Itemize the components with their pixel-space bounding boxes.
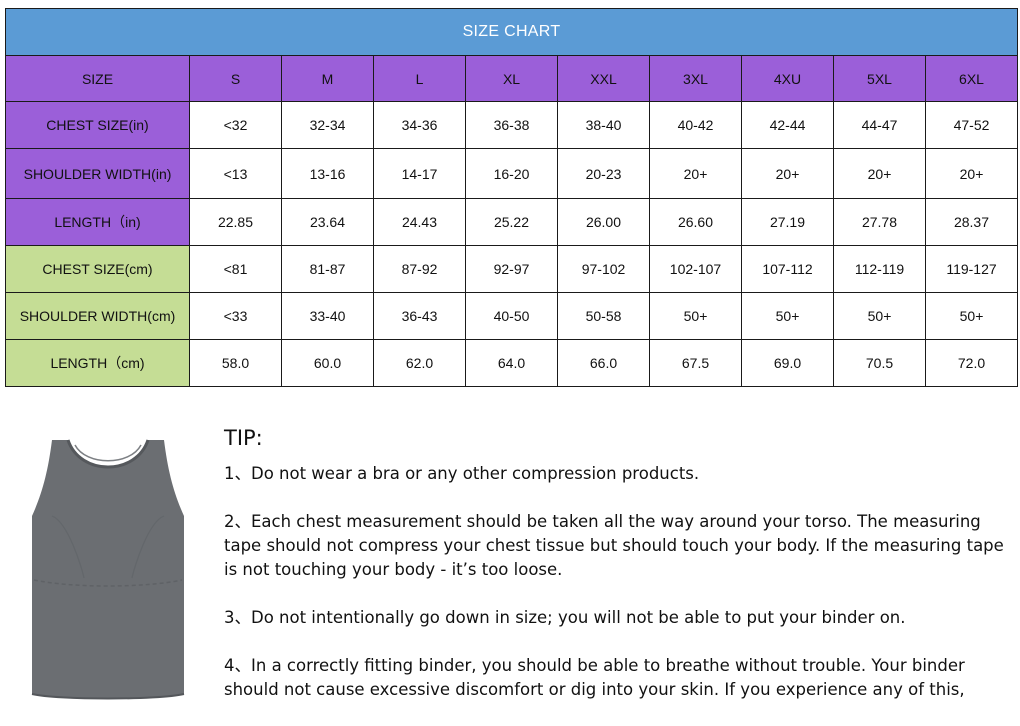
table-cell: 102-107 <box>649 245 742 293</box>
length-in-row: LENGTH（in) 22.85 23.64 24.43 25.22 26.00… <box>5 198 1018 246</box>
tip-item: 4、In a correctly fitting binder, you sho… <box>224 656 965 699</box>
size-header-cell: S <box>189 55 282 102</box>
table-cell: 26.60 <box>649 198 742 246</box>
row-label: LENGTH（cm) <box>5 339 190 387</box>
table-cell: 24.43 <box>373 198 466 246</box>
table-cell: 60.0 <box>281 339 374 387</box>
table-cell: 27.19 <box>741 198 834 246</box>
size-chart-title: SIZE CHART <box>5 8 1018 56</box>
table-cell: 23.64 <box>281 198 374 246</box>
size-header-label: SIZE <box>5 55 190 102</box>
size-header-cell: 3XL <box>649 55 742 102</box>
table-cell: 28.37 <box>925 198 1018 246</box>
table-cell: 87-92 <box>373 245 466 293</box>
table-cell: 25.22 <box>465 198 558 246</box>
table-cell: <13 <box>189 148 282 199</box>
size-header-cell: 6XL <box>925 55 1018 102</box>
size-header-cell: XL <box>465 55 558 102</box>
row-label: LENGTH（in) <box>5 198 190 246</box>
table-cell: 92-97 <box>465 245 558 293</box>
table-cell: 50+ <box>649 292 742 340</box>
table-cell: 112-119 <box>833 245 926 293</box>
table-cell: 36-38 <box>465 101 558 149</box>
table-cell: 69.0 <box>741 339 834 387</box>
table-cell: 107-112 <box>741 245 834 293</box>
table-cell: 38-40 <box>557 101 650 149</box>
tips-section: TIP: 1、Do not wear a bra or any other co… <box>224 424 1014 726</box>
table-cell: 67.5 <box>649 339 742 387</box>
table-cell: 32-34 <box>281 101 374 149</box>
table-cell: 119-127 <box>925 245 1018 293</box>
tip-item: 1、Do not wear a bra or any other compres… <box>224 464 700 483</box>
table-cell: 50-58 <box>557 292 650 340</box>
table-cell: 66.0 <box>557 339 650 387</box>
table-cell: 22.85 <box>189 198 282 246</box>
table-cell: 40-50 <box>465 292 558 340</box>
table-cell: 20+ <box>833 148 926 199</box>
row-label: SHOULDER WIDTH(in) <box>5 148 190 199</box>
table-cell: <33 <box>189 292 282 340</box>
table-cell: 34-36 <box>373 101 466 149</box>
table-cell: 16-20 <box>465 148 558 199</box>
table-cell: 27.78 <box>833 198 926 246</box>
table-cell: 14-17 <box>373 148 466 199</box>
table-cell: 40-42 <box>649 101 742 149</box>
table-cell: 20+ <box>925 148 1018 199</box>
row-label: CHEST SIZE(cm) <box>5 245 190 293</box>
size-header-cell: 5XL <box>833 55 926 102</box>
size-header-row: SIZE S M L XL XXL 3XL 4XU 5XL 6XL <box>5 55 1018 102</box>
table-cell: 44-47 <box>833 101 926 149</box>
table-cell: 42-44 <box>741 101 834 149</box>
tank-top-binder-icon <box>31 439 185 700</box>
table-cell: 50+ <box>833 292 926 340</box>
chest-size-in-row: CHEST SIZE(in) <32 32-34 34-36 36-38 38-… <box>5 101 1018 149</box>
tip-item: 2、Each chest measurement should be taken… <box>224 512 1004 579</box>
shoulder-width-cm-row: SHOULDER WIDTH(cm) <33 33-40 36-43 40-50… <box>5 292 1018 340</box>
table-cell: 97-102 <box>557 245 650 293</box>
table-cell: 62.0 <box>373 339 466 387</box>
table-cell: 20+ <box>649 148 742 199</box>
table-cell: 33-40 <box>281 292 374 340</box>
table-cell: 20+ <box>741 148 834 199</box>
tips-heading: TIP: <box>224 426 263 450</box>
table-cell: 20-23 <box>557 148 650 199</box>
row-label: CHEST SIZE(in) <box>5 101 190 149</box>
table-cell: 50+ <box>741 292 834 340</box>
table-cell: 26.00 <box>557 198 650 246</box>
table-cell: 81-87 <box>281 245 374 293</box>
size-header-cell: 4XU <box>741 55 834 102</box>
table-cell: 70.5 <box>833 339 926 387</box>
length-cm-row: LENGTH（cm) 58.0 60.0 62.0 64.0 66.0 67.5… <box>5 339 1018 387</box>
table-cell: 58.0 <box>189 339 282 387</box>
table-cell: 47-52 <box>925 101 1018 149</box>
table-cell: 50+ <box>925 292 1018 340</box>
table-cell: <81 <box>189 245 282 293</box>
size-header-cell: XXL <box>557 55 650 102</box>
chest-size-cm-row: CHEST SIZE(cm) <81 81-87 87-92 92-97 97-… <box>5 245 1018 293</box>
table-cell: 13-16 <box>281 148 374 199</box>
row-label: SHOULDER WIDTH(cm) <box>5 292 190 340</box>
shoulder-width-in-row: SHOULDER WIDTH(in) <13 13-16 14-17 16-20… <box>5 148 1018 199</box>
table-cell: 36-43 <box>373 292 466 340</box>
tip-item: 3、Do not intentionally go down in size; … <box>224 608 906 627</box>
size-chart-table: SIZE CHART SIZE S M L XL XXL 3XL 4XU 5XL… <box>5 8 1018 387</box>
size-header-cell: M <box>281 55 374 102</box>
table-cell: 64.0 <box>465 339 558 387</box>
table-cell: 72.0 <box>925 339 1018 387</box>
table-cell: <32 <box>189 101 282 149</box>
size-header-cell: L <box>373 55 466 102</box>
